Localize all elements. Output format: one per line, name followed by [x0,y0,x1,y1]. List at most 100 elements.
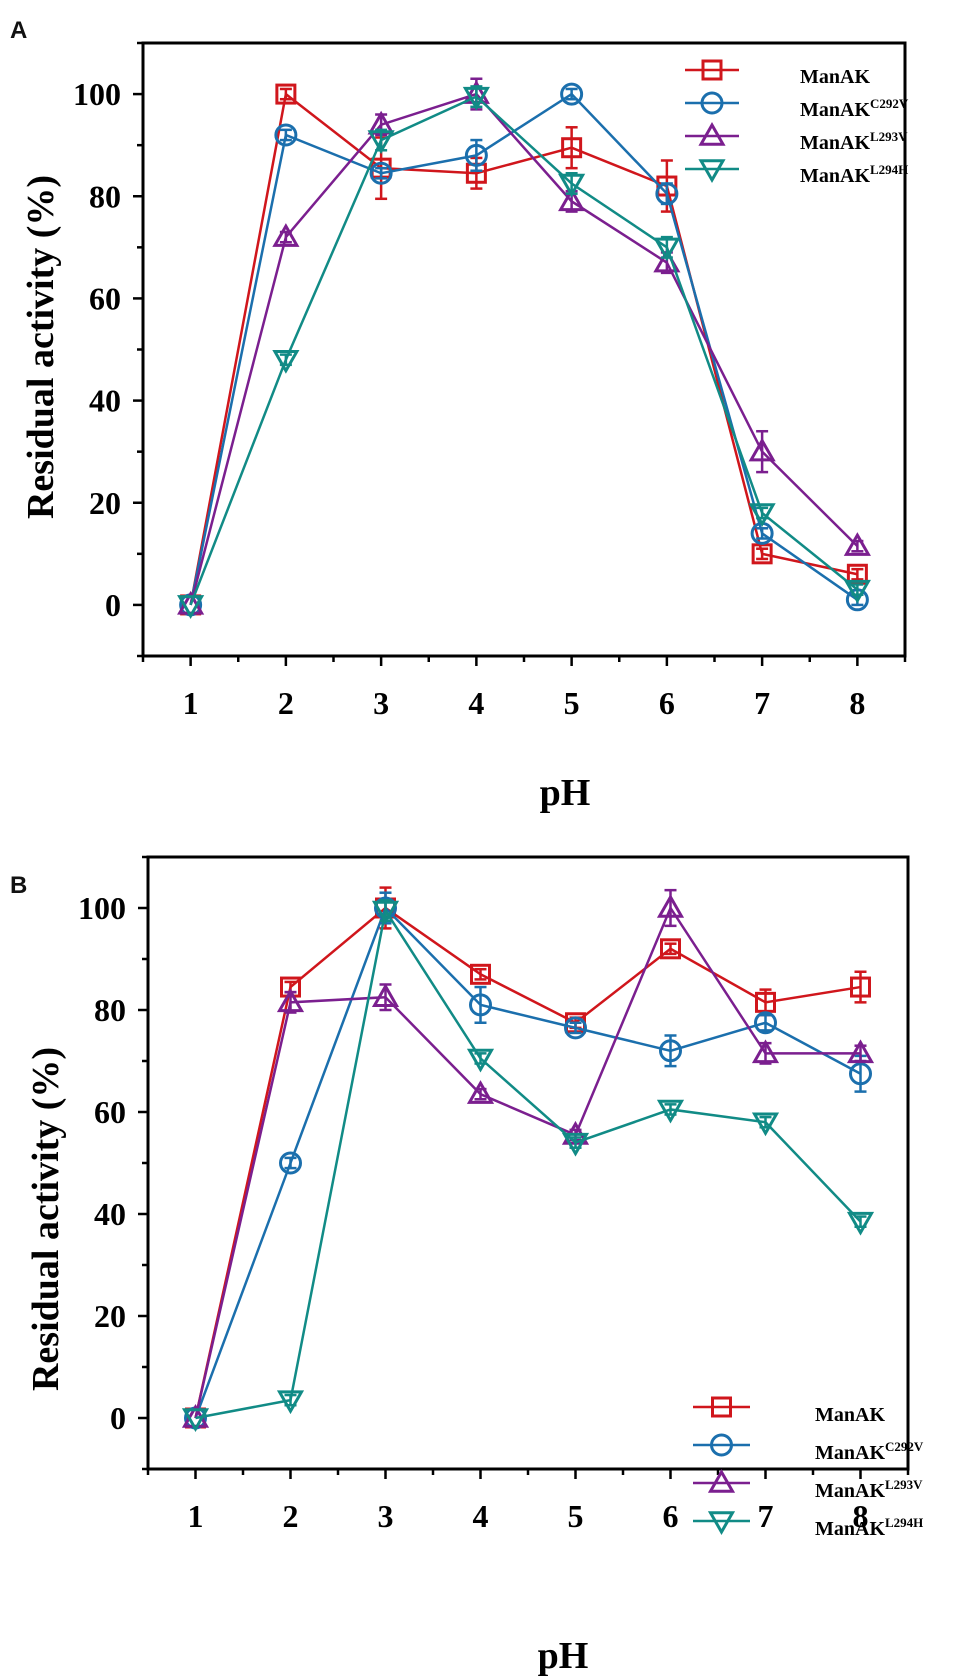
panel-b-series-l293v-point [371,983,400,1007]
panel-b-series-c292v-point [849,1062,872,1086]
panel-a-legend-marker [701,59,723,81]
panel-b-legend-marker-l294h [707,1511,736,1536]
panel-a-x-tick-label: 5 [564,685,580,721]
panel-b-x-tick-label: 3 [378,1498,394,1534]
panel-b-series-l294h [181,899,875,1433]
panel-b-series-point [470,963,491,985]
panel-b-x-tick-label: 4 [473,1498,489,1534]
panel-a-series-l294h-line [189,95,859,606]
panel-a-series-c292v-point [464,143,488,167]
panel-b-series-c292v-point [659,1039,682,1063]
panel-b-series-l294h-point [846,1211,875,1236]
panel-a-series-line [189,91,858,606]
panel-b-y-tick-label: 60 [94,1094,126,1130]
panel-a-series-l294h-point [748,503,776,527]
panel-b-series-line [194,906,861,1419]
panel-a-series-c292v-line [189,92,859,606]
panel-a-x-tick-label: 6 [659,685,675,721]
panel-a-legend-marker-l294h [698,159,726,184]
panel-b-letter: B [10,872,27,899]
panel-b-series-l294h-point [656,1099,685,1124]
panel-b-series-l293v-point [466,1080,495,1104]
panel-a-y-tick-label: 0 [105,587,121,623]
panel-a-series-l293v [177,77,871,615]
panel-b-series-l294h-point [561,1132,590,1157]
panel-b-series-c292v-point [754,1011,777,1035]
panel-b-legend-label-2: ManAKC292V [815,1439,924,1464]
panel-b-y-tick-label: 0 [110,1400,126,1436]
panel-a-series-l293v-point [272,223,300,247]
panel-b-series-c292v-point [564,1016,587,1040]
panel-b-series-l293v-point [846,1039,875,1064]
panel-b-x-tick-label: 1 [188,1498,204,1534]
panel-a-x-tick-label: 1 [183,685,199,721]
panel-a-x-tick-label: 3 [373,685,389,721]
panel-b-legend-marker [711,1396,732,1418]
panel-a-x-axis-title: pH [540,772,591,814]
panel-b-y-axis-title: Residual activity (%) [25,1047,67,1391]
panel-b-legend-marker-l293v [707,1468,736,1493]
panel-a-legend: ManAK ManAKC292V ManAKL293V ManAKL294H [685,59,909,187]
panel-a-series-point [275,83,297,105]
panel-b-series-l294h-point [181,1408,210,1433]
panel-a-series-l294h-point [367,130,395,155]
panel-a-series-l294h-point [558,173,586,198]
panel-a-legend-label-3: ManAKL293V [800,129,908,154]
panel-b-series-l293v-point [751,1039,780,1064]
panel-b-x-axis-title: pH [538,1635,589,1677]
panel-b-legend-label-4: ManAKL294H [815,1515,923,1540]
panel-b-x-tick-label: 2 [283,1498,299,1534]
panel-a-series-c292v [179,82,869,617]
panel-b-plot-frame [146,855,910,1471]
panel-b-series-c292v-point [469,993,492,1017]
panel-b-series-c292v-point [279,1151,302,1175]
panel-b-x-tick-label: 6 [663,1498,679,1534]
panel-b-series-l293v-point [656,893,685,918]
panel-a-series-c292v-point [274,123,298,147]
panel-a-y-tick-label: 100 [73,76,121,112]
panel-a-series-c292v-point [369,161,393,185]
panel-a-y-tick-label: 40 [89,383,121,419]
panel-a-legend-label-1: ManAK [800,66,870,88]
panel-b-y-tick-label: 20 [94,1298,126,1334]
panel-a-series-l293v-line [189,92,859,606]
panel-b-series-l294h-point [371,900,400,925]
panel-a-x-tick-label: 8 [849,685,865,721]
panel-b-series-c292v [184,891,872,1430]
panel-a-series-point [561,137,583,159]
panel-a-x-tick-label: 4 [468,685,484,721]
panel-b-series-l294h-point [276,1390,305,1415]
panel-a-series-l293v-point [558,187,586,212]
panel-a-series-l293v-point [843,532,871,556]
panel-b-y-tick-label: 40 [94,1196,126,1232]
panel-a-legend-label-2: ManAKC292V [800,96,909,121]
panel-a-series-l294h-point [843,579,871,604]
panel-a-series-l294h-point [653,237,681,262]
panel-a-series-c292v-point [560,82,584,106]
panel-a-series-l294h [177,85,871,619]
panel-a-series-l293v-point [748,437,776,462]
panel-b-series-l294h-point [751,1112,780,1137]
panel-a-x-tick-label: 7 [754,685,770,721]
panel-b-series-l294h-line [195,907,862,1420]
panel-b-legend-marker-c292v [710,1433,733,1457]
panel-b-series-l293v-point [276,988,305,1013]
panel-b-legend-label-1: ManAK [815,1404,885,1426]
panel-b-y-tick-label: 80 [94,992,126,1028]
panel-b-series-l293v-line [194,905,861,1419]
panel-a-y-tick-label: 60 [89,280,121,316]
panel-a-letter: A [10,17,27,44]
panel-b-x-tick-label: 5 [568,1498,584,1534]
panel-b-series-point [850,976,871,998]
panel-a-series-c292v-point [655,182,679,206]
panel-a-legend-label-4: ManAKL294H [800,162,908,187]
panel-a-series-l294h-point [272,349,300,374]
panel-b-x-tick-label: 8 [853,1498,869,1534]
panel-a-legend-marker-l293v [698,121,726,146]
panel-b-legend: ManAK ManAKC292V ManAKL293V ManAKL294H [693,1396,924,1540]
panel-a-y-tick-label: 80 [89,178,121,214]
